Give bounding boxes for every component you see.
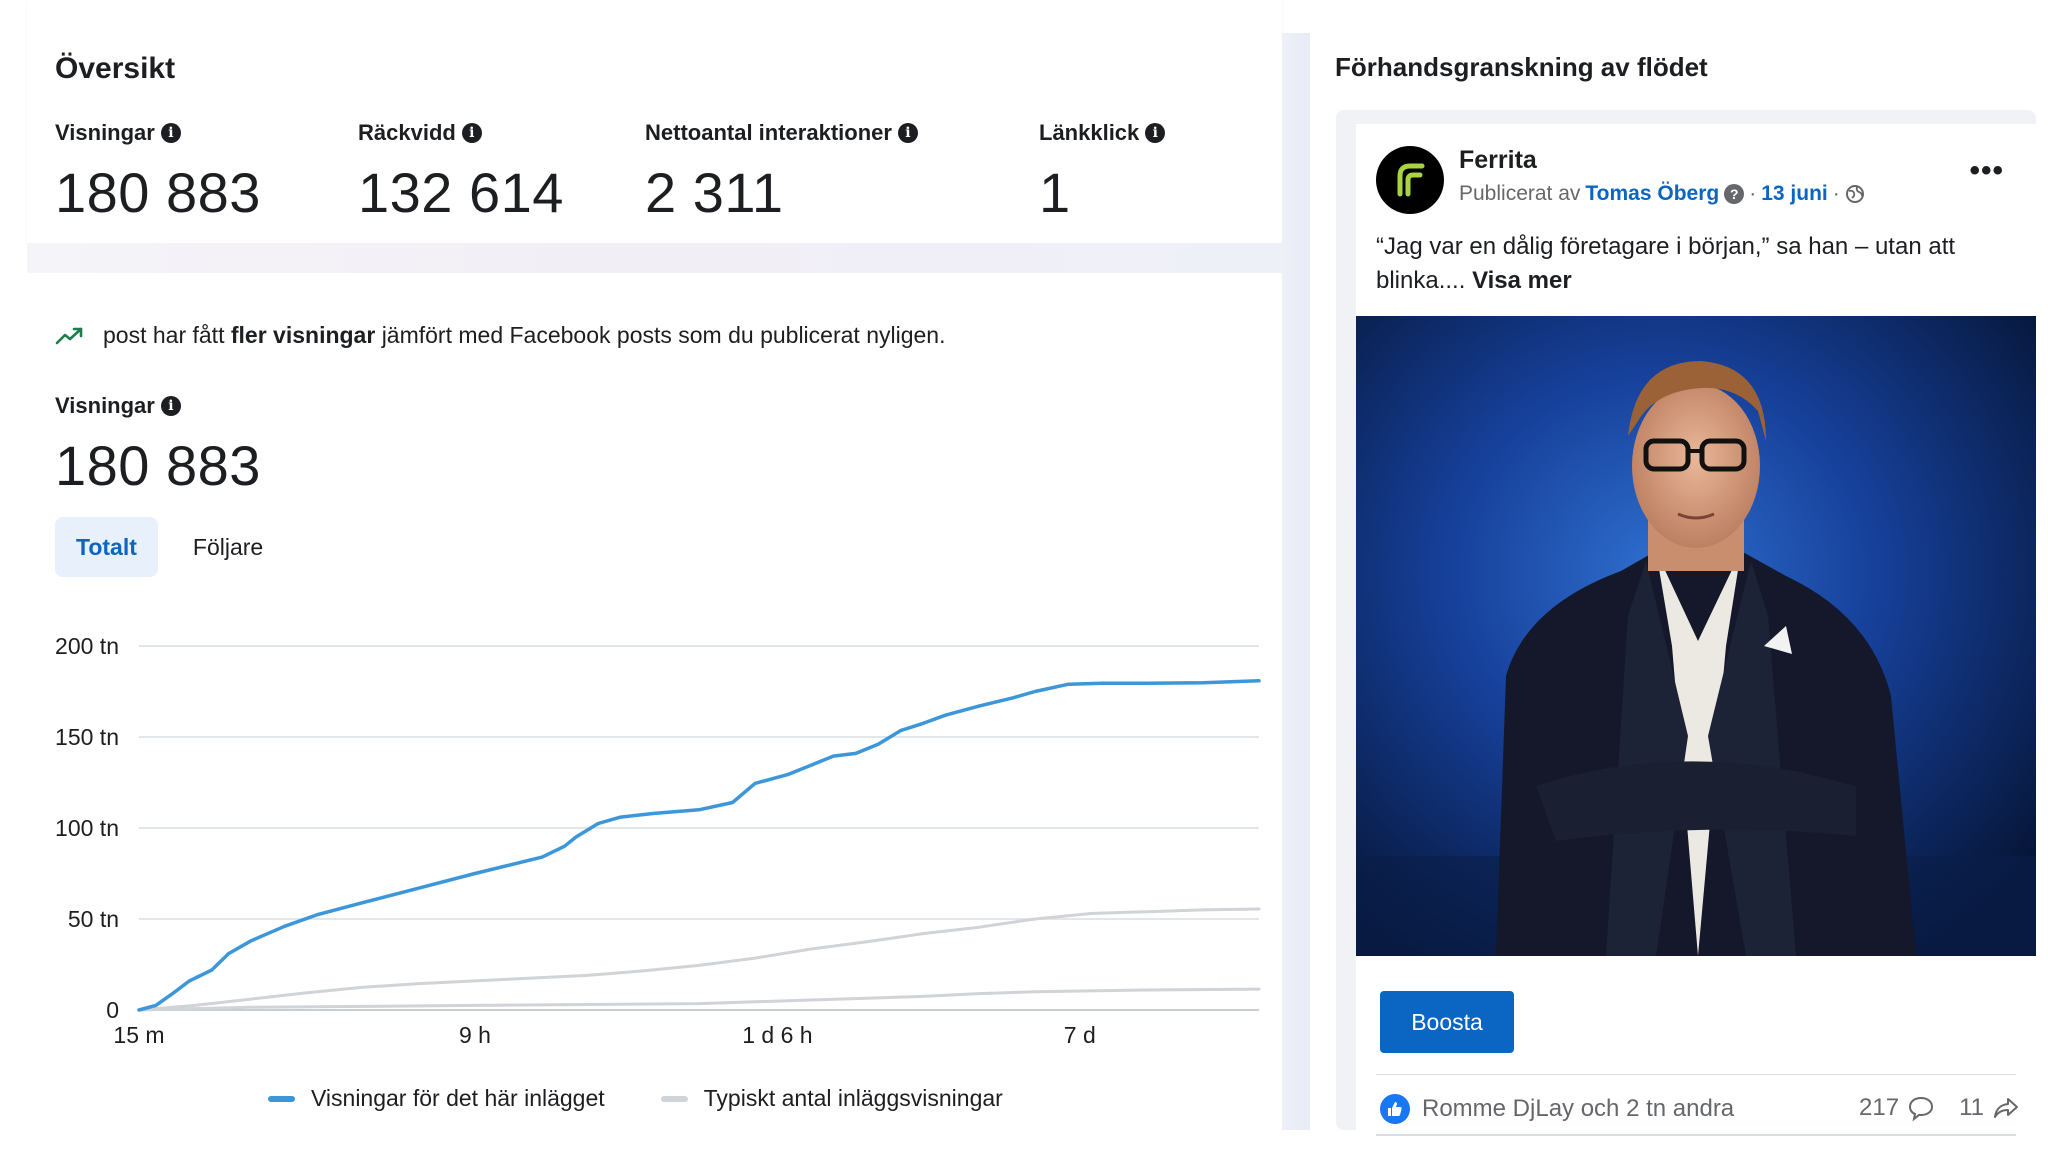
author-link[interactable]: Tomas Öberg <box>1585 182 1720 205</box>
metric-value: 180 883 <box>55 161 261 224</box>
x-tick-label: 7 d <box>1064 1022 1096 1048</box>
x-tick-label: 1 d 6 h <box>742 1022 812 1048</box>
post-card: Ferrita Publicerat av Tomas Öberg ? · 13… <box>1356 124 2036 1136</box>
ferrita-logo-icon <box>1397 163 1425 197</box>
x-tick-label: 15 m <box>113 1022 164 1048</box>
metric-views: Visningar i 180 883 <box>55 120 261 225</box>
views-label: Visningar <box>55 393 155 418</box>
like-icon <box>1380 1094 1410 1124</box>
info-icon[interactable]: i <box>461 123 482 143</box>
legend-swatch <box>660 1095 688 1102</box>
x-tick-label: 9 h <box>459 1022 491 1048</box>
legend-swatch <box>268 1095 295 1102</box>
legend-item: Visningar för det här inlägget <box>268 1085 605 1112</box>
metric-label: Länkklick <box>1039 120 1140 145</box>
tab-total[interactable]: Totalt <box>55 517 158 577</box>
legend-label: Visningar för det här inlägget <box>311 1085 605 1111</box>
insight-bold: fler visningar <box>230 322 376 348</box>
post-date[interactable]: 13 juni <box>1761 182 1828 205</box>
metric-label: Visningar <box>55 120 155 145</box>
comment-icon[interactable] <box>1907 1094 1935 1122</box>
comments-count[interactable]: 217 <box>1859 1094 1900 1121</box>
feed-preview: Ferrita Publicerat av Tomas Öberg ? · 13… <box>1336 110 2036 1136</box>
info-icon[interactable]: i <box>160 123 181 143</box>
insights-panel: Översikt Visningar i 180 883 Räckvidd i 13… <box>27 0 1282 1130</box>
overview-title: Översikt <box>55 52 176 85</box>
metric-value: 2 311 <box>645 161 784 224</box>
insight-row: post har fått fler visningar jämfört med… <box>55 322 945 349</box>
legend-label: Typiskt antal inläggsvisningar <box>703 1085 1003 1111</box>
metric-link-clicks: Länkklick i 1 <box>1039 120 1166 225</box>
metric-value: 132 614 <box>358 161 564 224</box>
trend-up-icon <box>55 327 83 344</box>
info-icon[interactable]: i <box>1145 123 1166 143</box>
y-tick-label: 0 <box>106 997 119 1023</box>
series-line-0 <box>137 679 1261 1012</box>
section-separator <box>27 243 1282 273</box>
y-tick-label: 150 tn <box>55 724 119 750</box>
panel-divider <box>1282 33 1310 1130</box>
insight-prefix: post har fått <box>103 322 225 348</box>
separator: · <box>1749 182 1757 205</box>
views-card: post har fått fler visningar jämfört med… <box>27 273 1282 1130</box>
engagement-counts: 217 11 <box>1859 1094 2020 1122</box>
metric-label: Räckvidd <box>358 120 456 145</box>
more-icon[interactable]: ••• <box>1969 154 2004 187</box>
audience-tabs: Totalt Följare <box>55 517 284 577</box>
see-more-link[interactable]: Visa mer <box>1472 267 1572 294</box>
views-value: 180 883 <box>55 434 261 497</box>
chart-legend: Visningar för det här inlägget Typiskt a… <box>268 1085 1003 1112</box>
page-name[interactable]: Ferrita <box>1459 146 1537 174</box>
caption-text: “Jag var en dålig företagare i början,” … <box>1376 233 1956 294</box>
divider <box>1376 1074 2016 1075</box>
series-line-2 <box>137 987 1261 1012</box>
metric-value: 1 <box>1039 161 1071 224</box>
avatar[interactable] <box>1376 146 1444 214</box>
reactions-summary[interactable]: Romme DjLay och 2 tn andra <box>1380 1094 1734 1124</box>
tab-followers[interactable]: Följare <box>192 533 264 560</box>
boost-button[interactable]: Boosta <box>1380 991 1514 1053</box>
shares-count[interactable]: 11 <box>1959 1094 1984 1121</box>
metric-label: Nettoantal interaktioner <box>645 120 892 145</box>
views-metric: Visningar i 180 883 <box>55 393 261 498</box>
metric-net-interactions: Nettoantal interaktioner i 2 311 <box>645 120 918 225</box>
y-tick-label: 200 tn <box>55 633 119 659</box>
preview-title: Förhandsgranskning av flödet <box>1335 52 1708 82</box>
info-icon[interactable]: i <box>897 123 918 143</box>
info-icon[interactable]: i <box>160 396 181 416</box>
share-icon[interactable] <box>1992 1094 2020 1122</box>
question-icon[interactable]: ? <box>1724 184 1745 204</box>
separator: · <box>1832 182 1840 205</box>
globe-icon <box>1845 185 1864 203</box>
reactions-text: Romme DjLay och 2 tn andra <box>1422 1095 1735 1122</box>
y-tick-label: 50 tn <box>68 906 119 932</box>
post-meta: Publicerat av Tomas Öberg ? · 13 juni · <box>1459 182 1865 206</box>
post-caption: “Jag var en dålig företagare i början,” … <box>1376 230 2016 298</box>
published-by: Publicerat av <box>1459 182 1581 205</box>
series-line-1 <box>137 907 1261 1012</box>
y-tick-label: 100 tn <box>55 815 119 841</box>
legend-item: Typiskt antal inläggsvisningar <box>660 1085 1003 1112</box>
metric-reach: Räckvidd i 132 614 <box>358 120 564 225</box>
overview-card: Översikt Visningar i 180 883 Räckvidd i 13… <box>27 0 1282 243</box>
insight-suffix: jämfört med Facebook posts som du public… <box>381 322 946 348</box>
divider <box>1376 1134 2016 1136</box>
post-photo <box>1356 316 2036 956</box>
views-line-chart: 0 50 tn 100 tn 150 tn 200 tn 15 m 9 h 1 d 6 h 7 … <box>55 633 1261 1048</box>
